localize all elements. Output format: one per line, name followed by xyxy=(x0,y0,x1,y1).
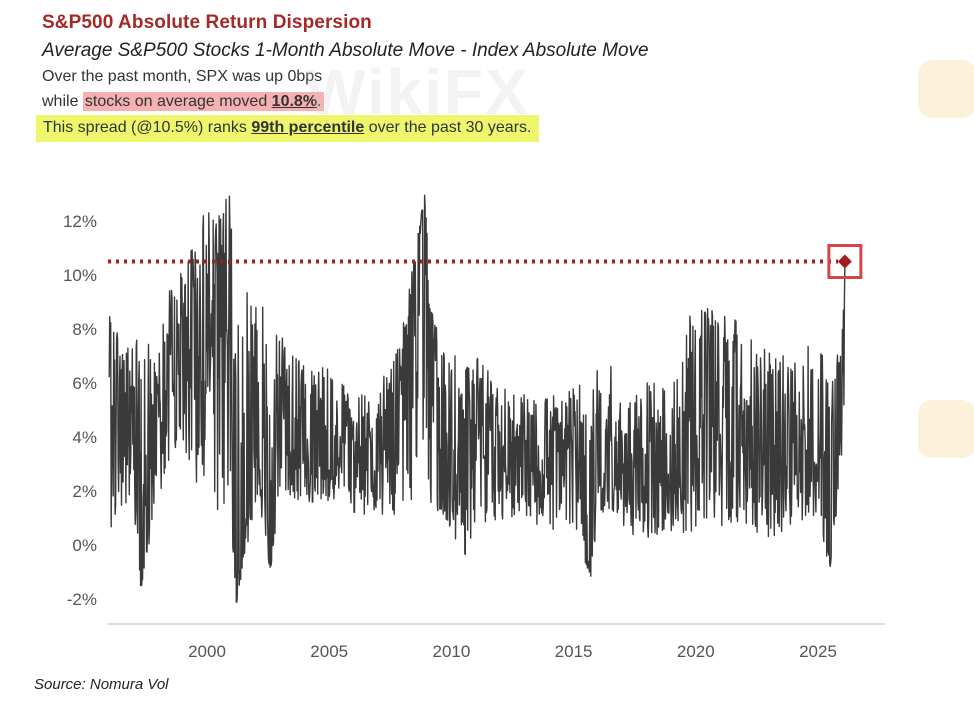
y-tick-label: -2% xyxy=(67,590,97,609)
x-tick-label: 2020 xyxy=(677,642,715,661)
y-tick-label: 2% xyxy=(72,482,97,501)
latest-value-highlight-box xyxy=(827,244,863,279)
y-tick-label: 12% xyxy=(63,212,97,231)
summary-line-3-prefix: This spread (@10.5%) ranks xyxy=(43,119,252,136)
summary-line-2: while stocks on average moved 10.8%. xyxy=(42,92,324,111)
y-tick-label: 6% xyxy=(72,374,97,393)
x-tick-label: 2005 xyxy=(310,642,348,661)
summary-line-2-value: 10.8% xyxy=(271,93,318,110)
chart-subtitle: Average S&P500 Stocks 1-Month Absolute M… xyxy=(42,40,649,61)
percentile-value: 99th percentile xyxy=(251,119,365,136)
x-axis: 2000 2005 2010 2015 2020 2025 xyxy=(188,642,837,661)
summary-line-2-suffix: . xyxy=(317,93,322,110)
summary-line-3-suffix: over the past 30 years. xyxy=(364,119,532,136)
y-tick-label: 0% xyxy=(72,536,97,555)
x-tick-label: 2025 xyxy=(799,642,837,661)
chart-title: S&P500 Absolute Return Dispersion xyxy=(42,12,372,33)
summary-line-2-highlight: stocks on average moved 10.8%. xyxy=(82,92,324,111)
y-tick-label: 8% xyxy=(72,320,97,339)
y-axis: -2% 0% 2% 4% 6% 8% 10% 12% xyxy=(63,212,97,609)
series-layer xyxy=(108,193,846,605)
latest-value-diamond-marker xyxy=(837,254,852,269)
dispersion-series-line xyxy=(108,194,846,603)
summary-line-2-highlight-text: stocks on average moved xyxy=(84,93,272,110)
summary-line-3: This spread (@10.5%) ranks 99th percenti… xyxy=(36,115,540,142)
summary-line-2-prefix: while xyxy=(42,93,83,110)
source-note: Source: Nomura Vol xyxy=(34,676,169,693)
x-tick-label: 2015 xyxy=(555,642,593,661)
summary-line-1: Over the past month, SPX was up 0bps xyxy=(42,68,323,85)
x-tick-label: 2010 xyxy=(432,642,470,661)
y-tick-label: 4% xyxy=(72,428,97,447)
y-tick-label: 10% xyxy=(63,266,97,285)
x-tick-label: 2000 xyxy=(188,642,226,661)
reference-layer xyxy=(108,244,863,279)
